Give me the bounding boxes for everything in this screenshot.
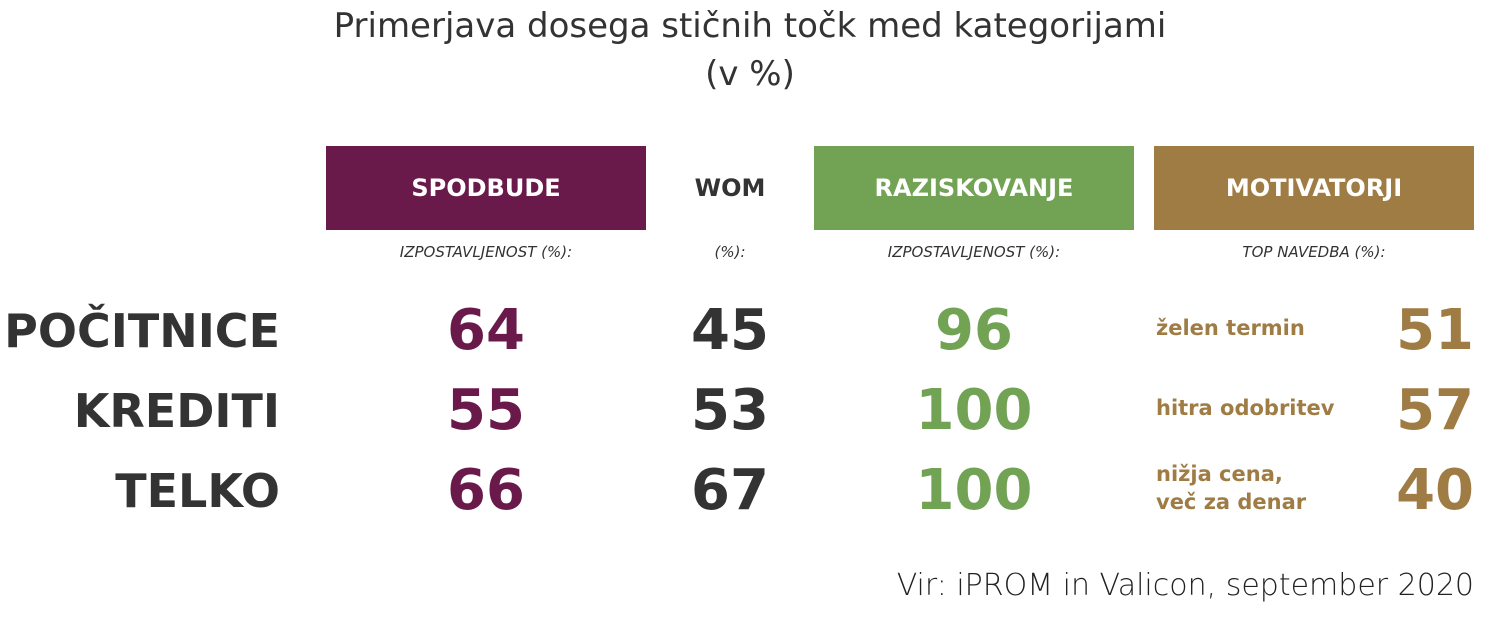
value: 64 [447, 298, 525, 363]
column-header: SPODBUDE [326, 146, 646, 230]
value: 96 [935, 298, 1013, 363]
column-note: IZPOSTAVLJENOST (%): [887, 243, 1061, 261]
source: Vir: iPROM in Valicon, september 2020 [896, 568, 1474, 603]
value: 55 [447, 378, 525, 443]
motivator-text: več za denar [1156, 490, 1307, 514]
column-header: RAZISKOVANJE [814, 146, 1134, 230]
title-line: Primerjava dosega stičnih točk med kateg… [333, 6, 1167, 46]
column-note: TOP NAVEDBA (%): [1242, 243, 1386, 261]
motivator-text: nižja cena, [1156, 462, 1283, 486]
column-note: (%): [714, 243, 746, 261]
column-note: IZPOSTAVLJENOST (%): [399, 243, 573, 261]
column-header: WOM [694, 174, 766, 202]
motivator-text: želen termin [1156, 316, 1305, 340]
value: 66 [447, 458, 525, 523]
motivator-value: 51 [1396, 298, 1474, 363]
column-header: MOTIVATORJI [1154, 146, 1474, 230]
motivator-value: 40 [1396, 458, 1474, 523]
row-label: KREDITI [73, 384, 280, 438]
motivator-value: 57 [1396, 378, 1474, 443]
row-label: TELKO [115, 464, 280, 518]
value: 45 [691, 298, 769, 363]
value: 100 [915, 378, 1033, 443]
title-line: (v %) [705, 54, 795, 94]
value: 100 [915, 458, 1033, 523]
row-label: POČITNICE [4, 304, 280, 358]
motivator-text: hitra odobritev [1156, 396, 1335, 420]
value: 53 [691, 378, 769, 443]
value: 67 [691, 458, 769, 523]
